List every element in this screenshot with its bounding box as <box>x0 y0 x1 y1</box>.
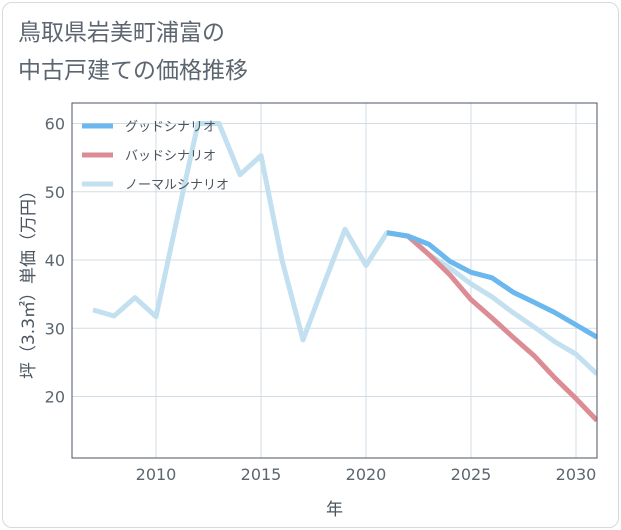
x-tick-2030: 2030 <box>556 465 597 484</box>
x-tick-2010: 2010 <box>136 465 177 484</box>
legend-label-0: グッドシナリオ <box>125 120 216 135</box>
series-line-1 <box>386 230 597 423</box>
series-lines <box>92 121 597 423</box>
title-line-1: 鳥取県岩美町浦富の <box>18 20 225 46</box>
y-tick-30: 30 <box>45 319 65 338</box>
legend-label-1: バッドシナリオ <box>125 149 216 164</box>
grid <box>72 103 597 458</box>
legend-label-2: ノーマルシナリオ <box>125 178 229 193</box>
y-tick-40: 40 <box>45 251 65 270</box>
y-tick-20: 20 <box>45 388 65 407</box>
title-line-2: 中古戸建ての価格推移 <box>18 58 248 84</box>
chart-title: 鳥取県岩美町浦富の 中古戸建ての価格推移 <box>18 14 248 90</box>
series-line-2 <box>386 230 597 340</box>
x-tick-2015: 2015 <box>241 465 282 484</box>
y-axis-title: 坪（3.3㎡）単価（万円） <box>19 182 39 379</box>
series-line-0 <box>92 121 597 376</box>
x-axis-ticks: 2010 2015 2020 2025 2030 <box>136 465 597 484</box>
x-tick-2025: 2025 <box>451 465 492 484</box>
y-tick-60: 60 <box>45 114 65 133</box>
plot-frame <box>71 102 598 459</box>
x-axis-title: 年 <box>326 500 343 520</box>
y-tick-50: 50 <box>45 183 65 202</box>
y-axis-ticks: 20 30 40 50 60 <box>45 114 65 406</box>
x-tick-2020: 2020 <box>346 465 387 484</box>
